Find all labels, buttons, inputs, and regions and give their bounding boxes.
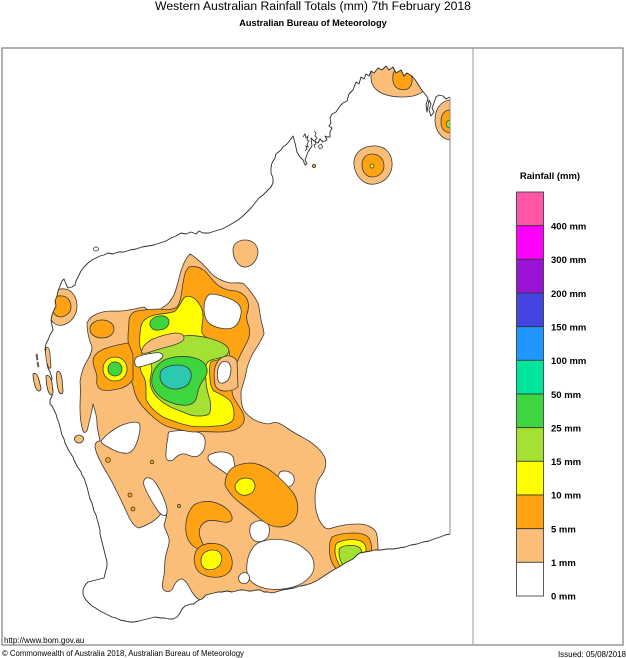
svg-text:© Commonwealth of Australia 20: © Commonwealth of Australia 2018, Austra… xyxy=(2,649,244,658)
svg-text:Rainfall (mm): Rainfall (mm) xyxy=(520,171,580,182)
svg-text:150 mm: 150 mm xyxy=(551,323,586,334)
svg-text:Australian Bureau of Meteorolo: Australian Bureau of Meteorology xyxy=(239,18,387,28)
svg-text:Issued: 05/08/2018: Issued: 05/08/2018 xyxy=(558,650,626,658)
svg-text:400 mm: 400 mm xyxy=(551,222,586,233)
svg-text:25 mm: 25 mm xyxy=(551,423,581,434)
svg-text:200 mm: 200 mm xyxy=(551,289,586,300)
svg-text:10 mm: 10 mm xyxy=(551,491,581,502)
svg-text:300 mm: 300 mm xyxy=(551,255,586,266)
svg-text:5 mm: 5 mm xyxy=(551,524,576,535)
svg-text:50 mm: 50 mm xyxy=(551,390,581,401)
svg-text:0 mm: 0 mm xyxy=(551,592,576,603)
svg-text:Western Australian Rainfall To: Western Australian Rainfall Totals (mm) … xyxy=(155,0,471,13)
svg-text:http://www.bom.gov.au: http://www.bom.gov.au xyxy=(4,636,84,645)
svg-text:15 mm: 15 mm xyxy=(551,457,581,468)
svg-text:100 mm: 100 mm xyxy=(551,356,586,367)
svg-text:1 mm: 1 mm xyxy=(551,558,576,569)
